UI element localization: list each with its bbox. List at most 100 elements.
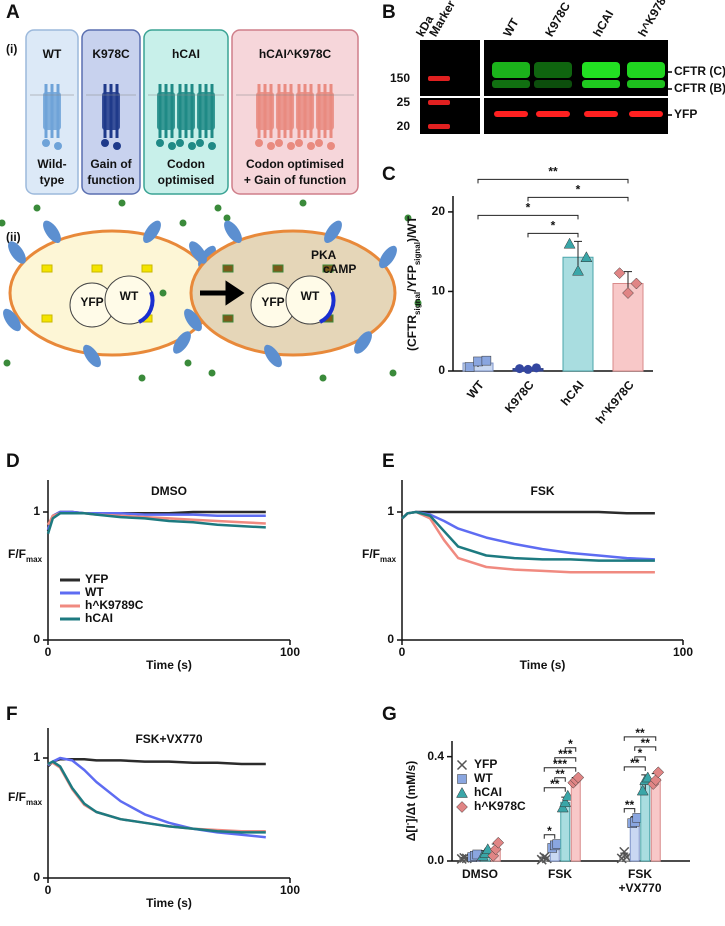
- lane-label: hCAI: [590, 8, 616, 39]
- ion: [299, 199, 307, 207]
- ion: [184, 359, 192, 367]
- construct-caption: type: [40, 173, 65, 187]
- yfp-glow: [141, 264, 153, 273]
- domain: [287, 142, 295, 150]
- data-point: [561, 789, 574, 801]
- ion: [214, 204, 222, 212]
- domain: [315, 139, 323, 147]
- cftr-gene: [319, 291, 336, 324]
- plasmid-label: WT: [120, 289, 139, 303]
- significance-bracket: [527, 232, 579, 238]
- domain: [101, 139, 109, 147]
- channel: [143, 220, 161, 243]
- significance-label: **: [548, 165, 558, 179]
- construct-name: hCAI^K978C: [259, 47, 332, 61]
- x-axis-label: Time (s): [520, 658, 566, 672]
- construct-box: [231, 29, 359, 195]
- ion: [389, 369, 397, 377]
- ion: [138, 374, 146, 382]
- significance-label: ***: [558, 747, 572, 761]
- data-point: [572, 771, 585, 784]
- y-tick-label: 0: [438, 363, 445, 377]
- data-point: [652, 766, 665, 779]
- x-tick-label: 0: [399, 645, 406, 659]
- y-axis-label-part: max: [26, 798, 43, 807]
- y-axis-label-part: F/F: [8, 547, 26, 561]
- yfp-glow: [41, 314, 53, 323]
- x-tick-label: K978C: [502, 378, 537, 416]
- yfp-band: [629, 111, 663, 117]
- ion: [404, 214, 412, 222]
- mw-label: 20: [397, 119, 411, 133]
- significance-bracket: [623, 766, 646, 771]
- y-tick-label: 1: [387, 504, 394, 518]
- x-tick-label: hCAI: [558, 378, 587, 408]
- y-axis-label-part: -: [403, 822, 412, 825]
- significance-bracket: [623, 736, 657, 741]
- significance-bracket: [554, 777, 566, 782]
- channel: [43, 220, 61, 243]
- data-point: [459, 852, 470, 863]
- legend-marker: [456, 786, 468, 798]
- significance-bracket: [477, 178, 629, 184]
- legend-label: h^K9789C: [85, 598, 144, 612]
- significance-bracket: [634, 756, 646, 761]
- data-point: [580, 251, 593, 262]
- series-line: [401, 510, 655, 562]
- data-point: [481, 355, 492, 366]
- yfp-band: [584, 111, 618, 117]
- significance-label: **: [555, 767, 565, 781]
- data-point: [563, 237, 576, 249]
- channel: [3, 308, 21, 332]
- plasmid-label: YFP: [80, 295, 103, 309]
- x-tick-label: 0: [45, 645, 52, 659]
- significance-bracket: [543, 787, 566, 792]
- channel: [324, 220, 342, 243]
- significance-label: *: [547, 824, 552, 838]
- significance-bracket: [554, 757, 577, 762]
- channel: [189, 241, 207, 264]
- band-label: YFP: [674, 107, 697, 121]
- channel: [379, 245, 397, 269]
- y-tick-label: 10: [432, 284, 446, 298]
- y-tick-label: 0: [33, 632, 40, 646]
- pathway-label: cAMP: [323, 262, 356, 276]
- domain: [327, 142, 335, 150]
- pathway-label: PKA: [311, 248, 337, 262]
- y-axis-label: F/Fmax: [8, 790, 43, 806]
- significance-bracket: [477, 214, 579, 220]
- panel-letter: B: [382, 2, 396, 23]
- plasmid-label: YFP: [261, 295, 284, 309]
- significance-bracket: [634, 746, 657, 751]
- channel: [184, 308, 202, 332]
- legend-label: WT: [474, 771, 493, 785]
- data-point: [630, 277, 643, 290]
- band-label: CFTR (B): [674, 81, 725, 95]
- series-line: [47, 760, 266, 834]
- construct-caption: optimised: [158, 173, 215, 187]
- data-point: [531, 363, 541, 373]
- significance-bracket: [564, 747, 577, 752]
- panel-letter: D: [6, 451, 20, 472]
- part-label: (i): [6, 42, 17, 56]
- domain: [275, 139, 283, 147]
- significance-label: **: [630, 756, 640, 770]
- significance-bracket: [543, 767, 577, 772]
- significance-label: *: [568, 737, 573, 751]
- y-axis-label-part: F/F: [8, 790, 26, 804]
- data-point: [619, 846, 630, 857]
- construct-caption: Wild-: [37, 157, 66, 171]
- y-axis-label-part: /YFP: [405, 265, 419, 292]
- legend-label: hCAI: [474, 785, 502, 799]
- legend-marker: [456, 801, 468, 813]
- y-tick-label: 20: [432, 204, 446, 218]
- construct-caption: Codon: [167, 157, 205, 171]
- significance-label: ***: [553, 757, 567, 771]
- lane-label: h^K978C: [635, 0, 673, 39]
- marker-band: [428, 76, 450, 81]
- domain: [267, 142, 275, 150]
- x-axis-label: Time (s): [146, 658, 192, 672]
- y-axis-label: (CFTRsignal/YFPsignal)/WT: [405, 215, 421, 351]
- series-line: [46, 512, 266, 535]
- significance-label: *: [551, 219, 556, 233]
